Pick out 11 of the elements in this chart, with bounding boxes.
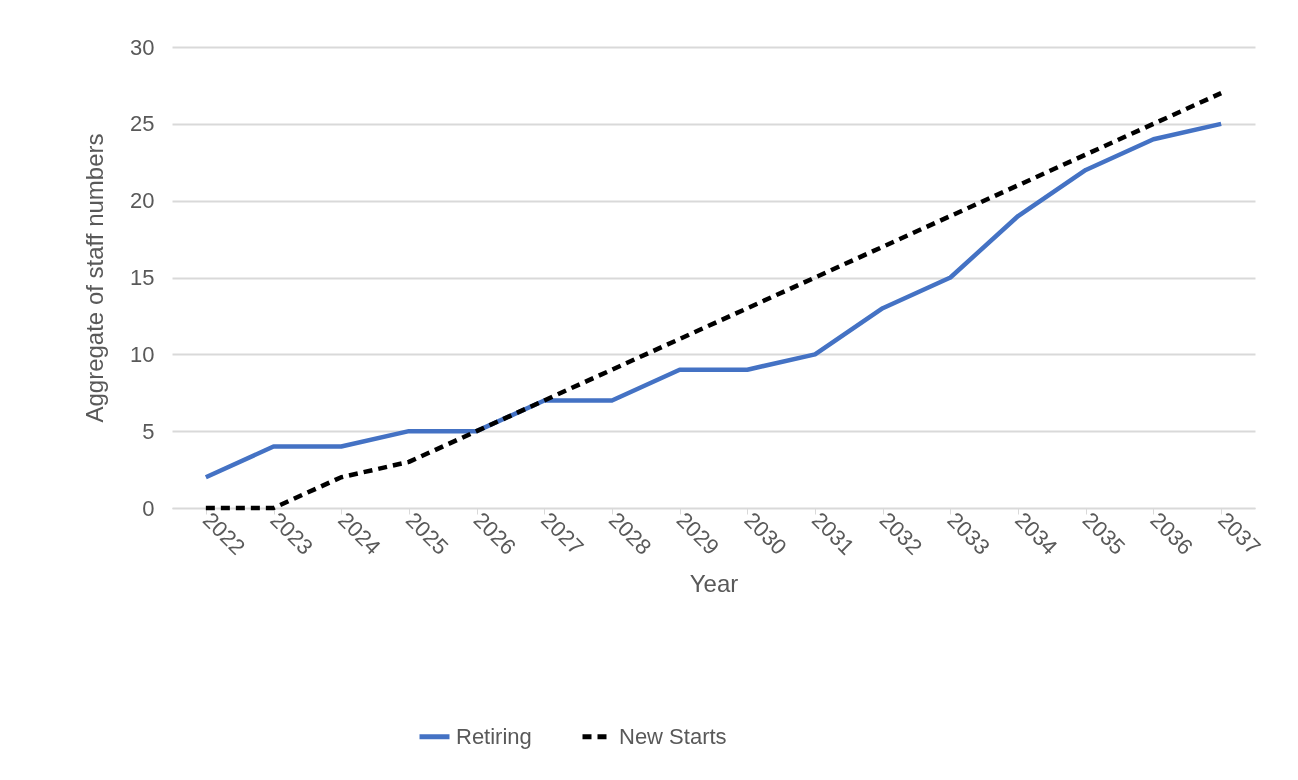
y-axis-title: Aggregate of staff numbers (81, 133, 109, 423)
y-tick-label: 30 (130, 34, 155, 60)
y-tick-label: 15 (130, 265, 155, 290)
y-tick-label: 0 (142, 495, 155, 521)
y-tick-label: 25 (130, 111, 155, 137)
legend-label: New Starts (619, 723, 727, 749)
y-tick-label: 20 (130, 188, 155, 214)
y-tick-label: 10 (130, 341, 155, 367)
x-axis-title: Year (689, 569, 739, 597)
legend-label: Retiring (456, 723, 532, 749)
y-tick-label: 5 (142, 418, 155, 444)
